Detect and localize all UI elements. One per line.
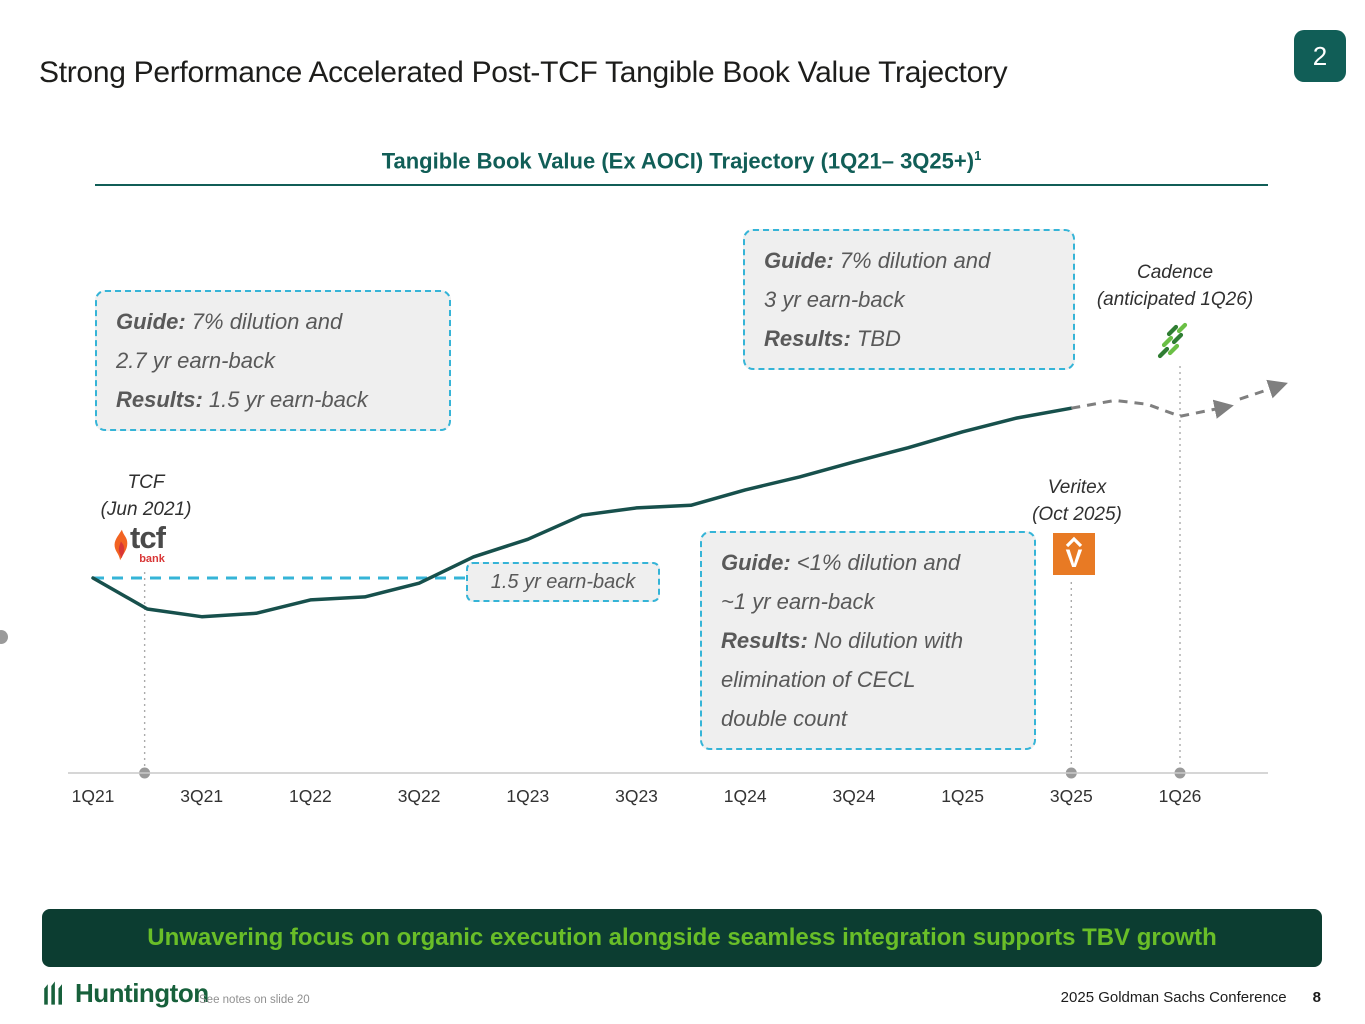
callout-line: elimination of CECL bbox=[721, 660, 1015, 699]
x-axis-tick-label: 1Q24 bbox=[724, 786, 767, 806]
callout-text: ~1 yr earn-back bbox=[721, 589, 875, 614]
earnback-note-box: 1.5 yr earn-back bbox=[466, 562, 660, 602]
tbv-solid-line bbox=[91, 406, 1074, 619]
callout-guide-label: Guide: bbox=[764, 248, 834, 273]
callout-line: Guide: 7% dilution and bbox=[116, 302, 430, 341]
huntington-logo-icon bbox=[44, 981, 62, 1005]
page-number-badge: 2 bbox=[1294, 30, 1346, 82]
annotation-cadence: Cadence (anticipated 1Q26) bbox=[1080, 259, 1270, 313]
callout-cadence-guide: Guide: 7% dilution and 3 yr earn-back Re… bbox=[743, 229, 1075, 370]
callout-guide-label: Guide: bbox=[721, 550, 791, 575]
veritex-letter: V bbox=[1066, 545, 1083, 573]
left-edge-dot bbox=[0, 630, 8, 644]
huntington-wordmark: Huntington bbox=[75, 978, 209, 1008]
callout-results-label: Results: bbox=[721, 628, 808, 653]
slide-page-number: 8 bbox=[1312, 989, 1321, 1006]
callout-text: 2.7 yr earn-back bbox=[116, 348, 275, 373]
x-axis-tick-label: 3Q25 bbox=[1050, 786, 1093, 806]
conference-title: 2025 Goldman Sachs Conference bbox=[1060, 989, 1287, 1006]
callout-line: Results: TBD bbox=[764, 319, 1054, 358]
x-axis-tick-label: 1Q26 bbox=[1159, 786, 1202, 806]
callout-text: <1% dilution and bbox=[790, 550, 961, 575]
chart-title: Tangible Book Value (Ex AOCI) Trajectory… bbox=[95, 148, 1268, 174]
cadence-sprig-icon bbox=[1157, 322, 1188, 359]
callout-guide-label: Guide: bbox=[116, 309, 186, 334]
tcf-wordmark: tcf bank bbox=[130, 520, 166, 565]
slide-title: Strong Performance Accelerated Post-TCF … bbox=[39, 56, 1008, 89]
x-axis-tick-label: 3Q21 bbox=[180, 786, 223, 806]
callout-line: double count bbox=[721, 699, 1015, 738]
callout-text: 7% dilution and bbox=[185, 309, 343, 334]
x-axis-tick-label: 1Q25 bbox=[941, 786, 984, 806]
callout-tcf-guide: Guide: 7% dilution and 2.7 yr earn-back … bbox=[95, 290, 451, 431]
callout-veritex-guide: Guide: <1% dilution and ~1 yr earn-back … bbox=[700, 531, 1036, 750]
callout-results-label: Results: bbox=[116, 387, 203, 412]
callout-line: Results: No dilution with bbox=[721, 621, 1015, 660]
callout-text: elimination of CECL bbox=[721, 667, 916, 692]
callout-line: 2.7 yr earn-back bbox=[116, 341, 430, 380]
tcf-word: tcf bbox=[130, 520, 166, 555]
annotation-cadence-date: (anticipated 1Q26) bbox=[1096, 289, 1254, 310]
callout-line: 3 yr earn-back bbox=[764, 280, 1054, 319]
footnote-reference: See notes on slide 20 bbox=[199, 994, 310, 1006]
callout-text: double count bbox=[721, 706, 847, 731]
callout-text: 3 yr earn-back bbox=[764, 287, 905, 312]
key-message-banner: Unwavering focus on organic execution al… bbox=[42, 909, 1322, 967]
callout-line: Results: 1.5 yr earn-back bbox=[116, 380, 430, 419]
callout-line: ~1 yr earn-back bbox=[721, 582, 1015, 621]
x-axis-tick-labels: 1Q21 3Q21 1Q22 3Q22 1Q23 3Q23 1Q24 3Q24 1Q25 3Q25… bbox=[72, 786, 1202, 806]
annotation-tcf: TCF (Jun 2021) bbox=[76, 469, 216, 523]
tcf-bank-word: bank bbox=[139, 553, 165, 565]
x-axis-tick-label: 1Q21 bbox=[72, 786, 115, 806]
chart-title-text: Tangible Book Value (Ex AOCI) Trajectory… bbox=[381, 148, 975, 174]
annotation-tcf-date: (Jun 2021) bbox=[100, 499, 192, 520]
tcf-bank-logo: tcf bank bbox=[112, 520, 166, 565]
callout-text: No dilution with bbox=[807, 628, 964, 653]
callout-text: 7% dilution and bbox=[833, 248, 991, 273]
callout-text: 1.5 yr earn-back bbox=[202, 387, 368, 412]
x-axis-tick-label: 1Q22 bbox=[289, 786, 332, 806]
chart-title-underline bbox=[95, 184, 1268, 186]
annotation-veritex-name: Veritex bbox=[1047, 477, 1107, 498]
tbv-trajectory-chart: 1Q21 3Q21 1Q22 3Q22 1Q23 3Q23 1Q24 3Q24 1Q25 3Q25… bbox=[0, 366, 1288, 806]
chart-title-footnote-marker: 1 bbox=[974, 148, 982, 163]
x-axis-tick-label: 1Q23 bbox=[506, 786, 549, 806]
x-axis-tick-label: 3Q22 bbox=[398, 786, 441, 806]
callout-line: Guide: <1% dilution and bbox=[721, 543, 1015, 582]
annotation-tcf-name: TCF bbox=[127, 472, 165, 493]
x-axis-tick-label: 3Q23 bbox=[615, 786, 658, 806]
callout-results-label: Results: bbox=[764, 326, 851, 351]
huntington-brand: Huntington bbox=[38, 978, 209, 1009]
footer-right: 2025 Goldman Sachs Conference 8 bbox=[1061, 989, 1321, 1006]
callout-text: TBD bbox=[850, 326, 901, 351]
annotation-veritex-date: (Oct 2025) bbox=[1032, 504, 1122, 525]
callout-line: Guide: 7% dilution and bbox=[764, 241, 1054, 280]
projection-dashed-line-2 bbox=[1239, 379, 1288, 401]
tcf-flame-icon bbox=[114, 529, 128, 561]
veritex-logo: V bbox=[1053, 533, 1095, 575]
annotation-veritex: Veritex (Oct 2025) bbox=[1007, 474, 1147, 528]
x-axis-tick-label: 3Q24 bbox=[832, 786, 875, 806]
projection-dashed-line-1 bbox=[1071, 398, 1234, 419]
annotation-cadence-name: Cadence bbox=[1136, 262, 1214, 283]
